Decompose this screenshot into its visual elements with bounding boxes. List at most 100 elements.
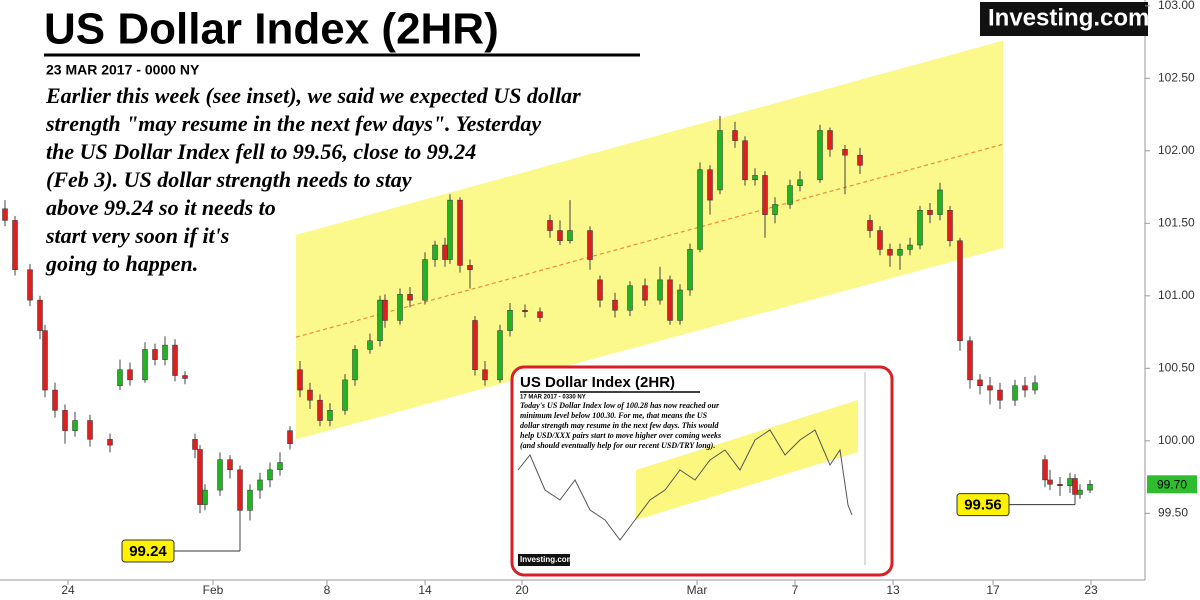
candle-body [537,311,543,318]
inset-price-sketch [517,429,853,541]
candle-body [1057,484,1063,486]
candle-body [227,459,233,471]
candle-body [267,469,273,481]
candle-body [667,279,673,321]
candle-body [522,310,528,312]
y-tick-label: 102.00 [1158,143,1195,157]
inset-logo: Investing.com [520,555,574,564]
candle-body [162,344,168,360]
candle-body [977,379,983,386]
x-tick-label: 20 [515,583,529,597]
candle-body [382,299,388,321]
candle-body [87,420,93,440]
candle-body [947,210,953,241]
candle-body [327,410,333,421]
candle-body [987,385,993,391]
candle-body [587,230,593,260]
candle-body [762,175,768,215]
y-tick-label: 100.50 [1158,360,1195,374]
candle-body [857,154,863,166]
candle-body [917,210,923,246]
candle-body [397,294,403,321]
chart-title: US Dollar Index (2HR) [44,5,499,54]
candle-body [887,249,893,256]
candle-body [182,375,188,379]
y-tick-label: 99.50 [1158,505,1188,519]
candle-body [612,299,618,311]
candle-body [657,279,663,301]
candle-body [52,389,58,411]
y-tick-label: 102.50 [1158,70,1195,84]
candle-body [467,265,473,270]
candle-body [247,489,253,511]
chart-subtitle: 23 MAR 2017 - 0000 NY [46,62,200,78]
plot-area [2,40,1093,551]
candle-body [422,259,428,301]
inset: US Dollar Index (2HR) 17 MAR 2017 - 0330… [510,365,894,577]
inset-logo-box [518,554,570,566]
inset-title: US Dollar Index (2HR) [520,374,675,391]
callout-box [121,539,175,563]
y-tick-label: 103.00 [1158,0,1195,12]
candle-body [817,130,823,181]
x-tick-label: 13 [886,583,900,597]
candle-body [827,130,833,150]
candle-body [1087,484,1093,491]
candle-body [442,244,448,260]
candle-body [72,420,78,431]
inset-subtitle: 17 MAR 2017 - 0330 NY [520,395,586,401]
candle-body [317,399,323,421]
candle-body [1077,489,1083,495]
candle-body [787,185,793,205]
candle-body [12,220,18,270]
logo-box [980,2,1148,36]
inset-text-line: Today's US Dollar Index low of 100.28 ha… [520,401,720,410]
candle-body [117,369,123,386]
last-price-label: 99.70 [1157,477,1187,491]
candle-body [1032,382,1038,391]
candle-body [732,130,738,141]
x-tick-label: 24 [61,583,75,597]
commentary-line: above 99.24 so it needs to [46,195,276,220]
candle-body [172,344,178,376]
candle-body [342,379,348,411]
candle-body [967,340,973,381]
candle-body [797,179,803,186]
inset-text-line: minimum level below 100.30. For me, that… [520,411,708,420]
candle-body [697,169,703,250]
commentary-line: the US Dollar Index fell to 99.56, close… [46,139,476,164]
candle-body [742,140,748,181]
candle-body [937,189,943,215]
candle-body [287,430,293,444]
inset-text-line: (and should eventually help for our rece… [520,441,715,450]
candle-body [257,479,263,491]
last-price-tag [1147,475,1197,494]
candle-body [457,199,463,266]
candle-body [107,439,113,446]
candle-body [907,244,913,250]
candle-body [432,244,438,260]
candle-body [197,449,203,505]
candle-body [597,279,603,301]
y-tick-label: 101.50 [1158,215,1195,229]
inset-text-line: dollar strength may resume in the next f… [520,421,719,430]
x-tick-label: 14 [418,583,432,597]
candle-body [127,369,133,381]
y-tick-label: 100.00 [1158,433,1195,447]
candle-body [1022,385,1028,391]
candle-body [997,389,1003,401]
candle-body [677,289,683,321]
commentary-line: going to happen. [45,251,198,276]
commentary-line: Earlier this week (see inset), we said w… [45,83,581,108]
candle-body [957,240,963,341]
candle-body [297,369,303,391]
candle-body [377,299,383,341]
candle-body [557,230,563,241]
candle-body [27,269,33,301]
candle-body [717,130,723,191]
y-tick-label: 101.00 [1158,288,1195,302]
x-tick-label: 7 [792,583,799,597]
candle-body [447,199,453,260]
x-tick-label: 23 [1084,583,1098,597]
